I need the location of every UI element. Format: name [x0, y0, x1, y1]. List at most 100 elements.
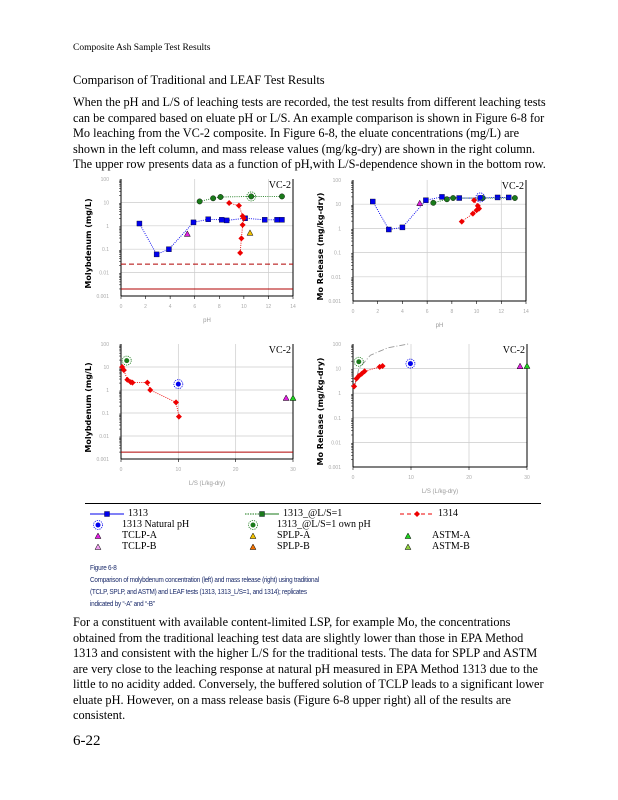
legend-marker — [259, 510, 265, 517]
y-tick-label: 100 — [333, 342, 342, 348]
x-axis-label: pH — [436, 323, 444, 329]
triangle-marker-icon — [249, 542, 257, 550]
data-point — [239, 221, 246, 228]
text-line: When the pH and L/S of leaching tests ar… — [73, 95, 546, 109]
data-point — [444, 196, 450, 203]
chart-concentration-vs-ls: 0 10 20 30 0.001 0.01 0.1 1 10 100 VC-2 L/S (L/kg-d… — [84, 342, 297, 487]
opencircle-marker-icon — [93, 519, 103, 530]
legend-label: SPLP-B — [277, 541, 310, 552]
series-line — [354, 343, 409, 386]
text-line: The upper row presents data as a functio… — [73, 157, 546, 171]
x-tick-label: 12 — [266, 304, 272, 310]
x-tick-label: 6 — [426, 309, 429, 315]
data-point — [240, 215, 247, 222]
caption-line: indicated by “-A” and “-B” — [90, 599, 155, 608]
x-tick-label: 30 — [524, 475, 530, 481]
x-tick-label: 14 — [290, 304, 296, 310]
x-tick-label: 10 — [408, 475, 414, 481]
data-point — [353, 356, 364, 367]
x-axis-label: L/S (L/kg-dry) — [422, 489, 458, 495]
text-line: shown in the left column, and mass relea… — [73, 141, 536, 156]
data-point — [289, 394, 297, 401]
data-point — [226, 200, 233, 207]
panel-label: VC-2 — [502, 181, 524, 192]
data-point — [121, 355, 132, 366]
data-point — [246, 191, 257, 202]
x-tick-label: 0 — [120, 467, 123, 473]
data-point — [469, 210, 476, 217]
chart-legend: 1313 1313_@L/S=1 1314 1313 Natural pH 1313_@… — [85, 503, 541, 554]
legend-marker — [414, 510, 420, 517]
data-point — [351, 383, 358, 390]
y-tick-label: 0.01 — [331, 440, 341, 446]
data-point — [196, 198, 203, 205]
text-line: can be compared based on eluate pH or L/… — [73, 110, 545, 125]
text-line: little to no acidity added. Conversely, … — [73, 677, 544, 691]
y-tick-label: 0.1 — [334, 251, 341, 257]
y-tick-label: 0.01 — [99, 271, 109, 277]
data-point — [458, 218, 465, 225]
text-line: consistent. — [73, 708, 126, 722]
data-point-dot — [477, 194, 483, 200]
data-point — [471, 197, 478, 204]
data-point — [190, 219, 197, 226]
y-axis-label: Molybdenum (mg/L) — [84, 198, 93, 288]
x-tick-label: 10 — [176, 467, 182, 473]
panel-label: VC-2 — [269, 180, 291, 191]
x-tick-label: 2 — [376, 309, 379, 315]
data-point-dot — [175, 381, 181, 387]
legend-item: SPLP-B — [245, 541, 310, 552]
data-point — [219, 217, 225, 223]
legend-marker — [404, 542, 412, 550]
legend-label: ASTM-A — [432, 530, 471, 541]
data-point — [175, 413, 182, 420]
square-marker-icon — [90, 510, 124, 517]
series-line — [121, 366, 180, 417]
y-tick-label: 0.001 — [96, 457, 109, 463]
triangle-marker-icon — [404, 531, 412, 539]
legend-label: ASTM-B — [432, 541, 470, 552]
legend-label: SPLP-A — [277, 530, 311, 541]
x-tick-label: 6 — [193, 304, 196, 310]
y-tick-label: 10 — [103, 200, 109, 206]
legend-marker — [94, 531, 102, 539]
data-point — [423, 197, 429, 203]
legend-label: 1313 — [128, 508, 148, 519]
data-point — [505, 194, 512, 201]
data-point — [205, 216, 211, 222]
y-tick-label: 0.1 — [102, 247, 109, 253]
x-axis-label: L/S (L/kg-dry) — [189, 481, 225, 487]
data-point — [183, 230, 191, 237]
y-tick-label: 0.001 — [328, 299, 341, 305]
data-point-dot — [248, 193, 254, 199]
data-point-dot — [407, 361, 413, 367]
data-point — [474, 202, 481, 209]
chart-release-vs-ph: 0 2 4 6 8 10 12 14 0.001 0.01 0.1 1 10 100 VC-2 pH Mo Re… — [316, 178, 529, 329]
body-paragraph: For a constituent with available content… — [73, 615, 553, 724]
text-line: eluate pH. However, on a mass release ba… — [73, 692, 511, 707]
data-point — [274, 217, 280, 223]
triangle-marker-icon — [94, 542, 102, 550]
data-point — [361, 368, 368, 375]
y-tick-label: 100 — [333, 178, 342, 184]
data-point — [516, 362, 524, 369]
x-tick-label: 0 — [352, 309, 355, 315]
data-point — [494, 194, 501, 201]
x-tick-label: 14 — [523, 309, 529, 315]
x-axis-label: pH — [203, 318, 211, 324]
data-point — [450, 195, 456, 201]
data-point — [358, 370, 365, 377]
series-line — [229, 202, 245, 253]
y-tick-label: 1 — [338, 391, 341, 397]
legend-marker — [249, 531, 257, 539]
y-tick-label: 0.001 — [328, 465, 341, 471]
legend-marker — [94, 542, 102, 550]
data-point — [475, 192, 486, 203]
data-point — [405, 358, 416, 369]
y-tick-label: 1 — [338, 226, 341, 232]
y-tick-label: 0.1 — [334, 416, 341, 422]
panel-label: VC-2 — [503, 345, 525, 356]
x-tick-label: 10 — [474, 309, 480, 315]
legend-label: TCLP-A — [122, 530, 157, 541]
x-tick-label: 10 — [241, 304, 247, 310]
